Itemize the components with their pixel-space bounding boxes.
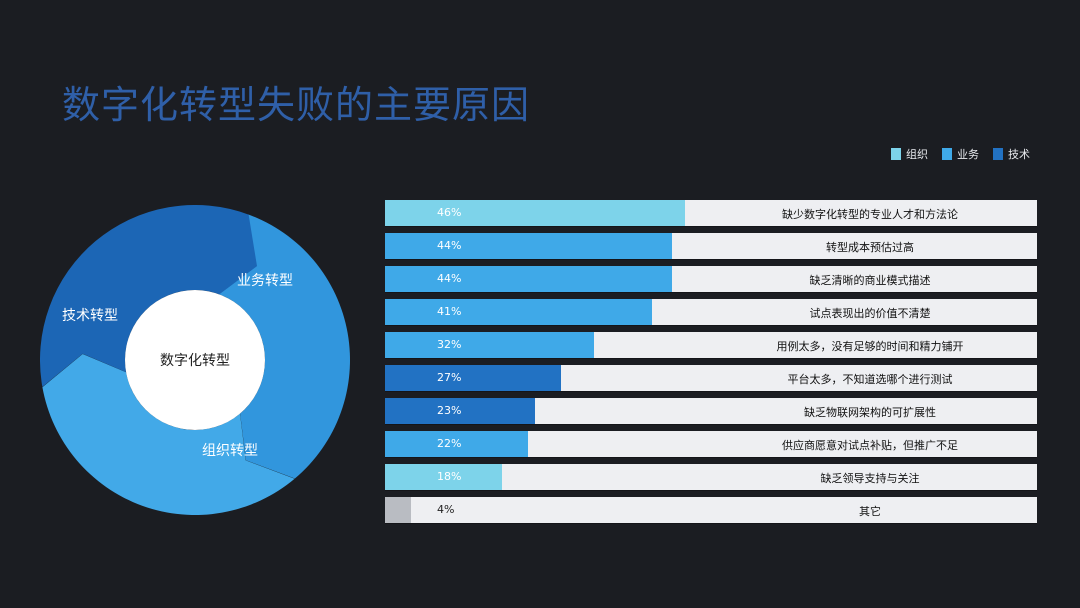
bar: [385, 299, 653, 325]
bar-row: 44% 转型成本预估过高: [385, 233, 1037, 259]
bar-row: 4% 其它: [385, 497, 1037, 523]
bar: [385, 464, 503, 490]
donut-segment-label-1: 组织转型: [202, 443, 258, 459]
bar-category-label: 用例太多，没有足够的时间和精力铺开: [776, 340, 964, 353]
bar-value-label: 41%: [437, 305, 462, 318]
bar-row: 44% 缺乏清晰的商业模式描述: [385, 266, 1037, 292]
bar: [385, 431, 529, 457]
bar-category-label: 缺乏领导支持与关注: [820, 472, 920, 485]
bar: [385, 497, 412, 523]
bar-row: 23% 缺乏物联网架构的可扩展性: [385, 398, 1037, 424]
bar: [385, 200, 685, 226]
donut-segment-1: [42, 353, 295, 515]
donut-center-label: 数字化转型: [160, 353, 230, 369]
bar-category-label: 平台太多，不知道选哪个进行测试: [787, 373, 953, 386]
legend-swatch-tech: [993, 148, 1003, 160]
bar-row: 18% 缺乏领导支持与关注: [385, 464, 1037, 490]
bar-value-label: 4%: [437, 503, 455, 516]
bar: [385, 365, 562, 391]
bar-category-label: 缺少数字化转型的专业人才和方法论: [782, 208, 958, 221]
legend-item-business: 业务: [942, 146, 979, 162]
bar-row: 22% 供应商愿意对试点补贴，但推广不足: [385, 431, 1037, 457]
bar: [385, 398, 535, 424]
bar-row: 27% 平台太多，不知道选哪个进行测试: [385, 365, 1037, 391]
bar-category-label: 供应商愿意对试点补贴，但推广不足: [782, 439, 958, 452]
donut-segment-0: [218, 214, 350, 479]
legend-swatch-business: [942, 148, 952, 160]
bar-value-label: 22%: [437, 437, 462, 450]
page-title: 数字化转型失败的主要原因: [62, 83, 531, 127]
bar-category-label: 其它: [859, 505, 881, 518]
bar: [385, 266, 672, 292]
bar-value-label: 23%: [437, 404, 462, 417]
bar: [385, 233, 672, 259]
bar-category-label: 缺乏物联网架构的可扩展性: [804, 406, 936, 419]
donut-segment-2: [40, 205, 257, 387]
bar: [385, 332, 594, 358]
legend-label-business: 业务: [957, 148, 979, 161]
bar-category-label: 试点表现出的价值不清楚: [809, 307, 931, 320]
donut-center: [125, 290, 265, 430]
legend-item-tech: 技术: [993, 146, 1030, 162]
legend-label-org: 组织: [906, 148, 928, 161]
bar-row: 41% 试点表现出的价值不清楚: [385, 299, 1037, 325]
legend-swatch-org: [891, 148, 901, 160]
legend-label-tech: 技术: [1008, 148, 1030, 161]
bar-value-label: 27%: [437, 371, 462, 384]
bar-value-label: 44%: [437, 272, 462, 285]
bar-value-label: 18%: [437, 470, 462, 483]
bar-row: 46% 缺少数字化转型的专业人才和方法论: [385, 200, 1037, 226]
bar-category-label: 缺乏清晰的商业模式描述: [809, 274, 931, 287]
donut-segment-label-0: 业务转型: [237, 273, 293, 289]
bar-category-label: 转型成本预估过高: [826, 241, 914, 254]
legend-item-org: 组织: [891, 146, 928, 162]
bar-value-label: 44%: [437, 239, 462, 252]
donut-segment-label-2: 技术转型: [62, 308, 118, 324]
bar-value-label: 32%: [437, 338, 462, 351]
chart-legend: 组织 业务 技术: [891, 146, 1030, 162]
bar-value-label: 46%: [437, 206, 462, 219]
bar-row: 32% 用例太多，没有足够的时间和精力铺开: [385, 332, 1037, 358]
